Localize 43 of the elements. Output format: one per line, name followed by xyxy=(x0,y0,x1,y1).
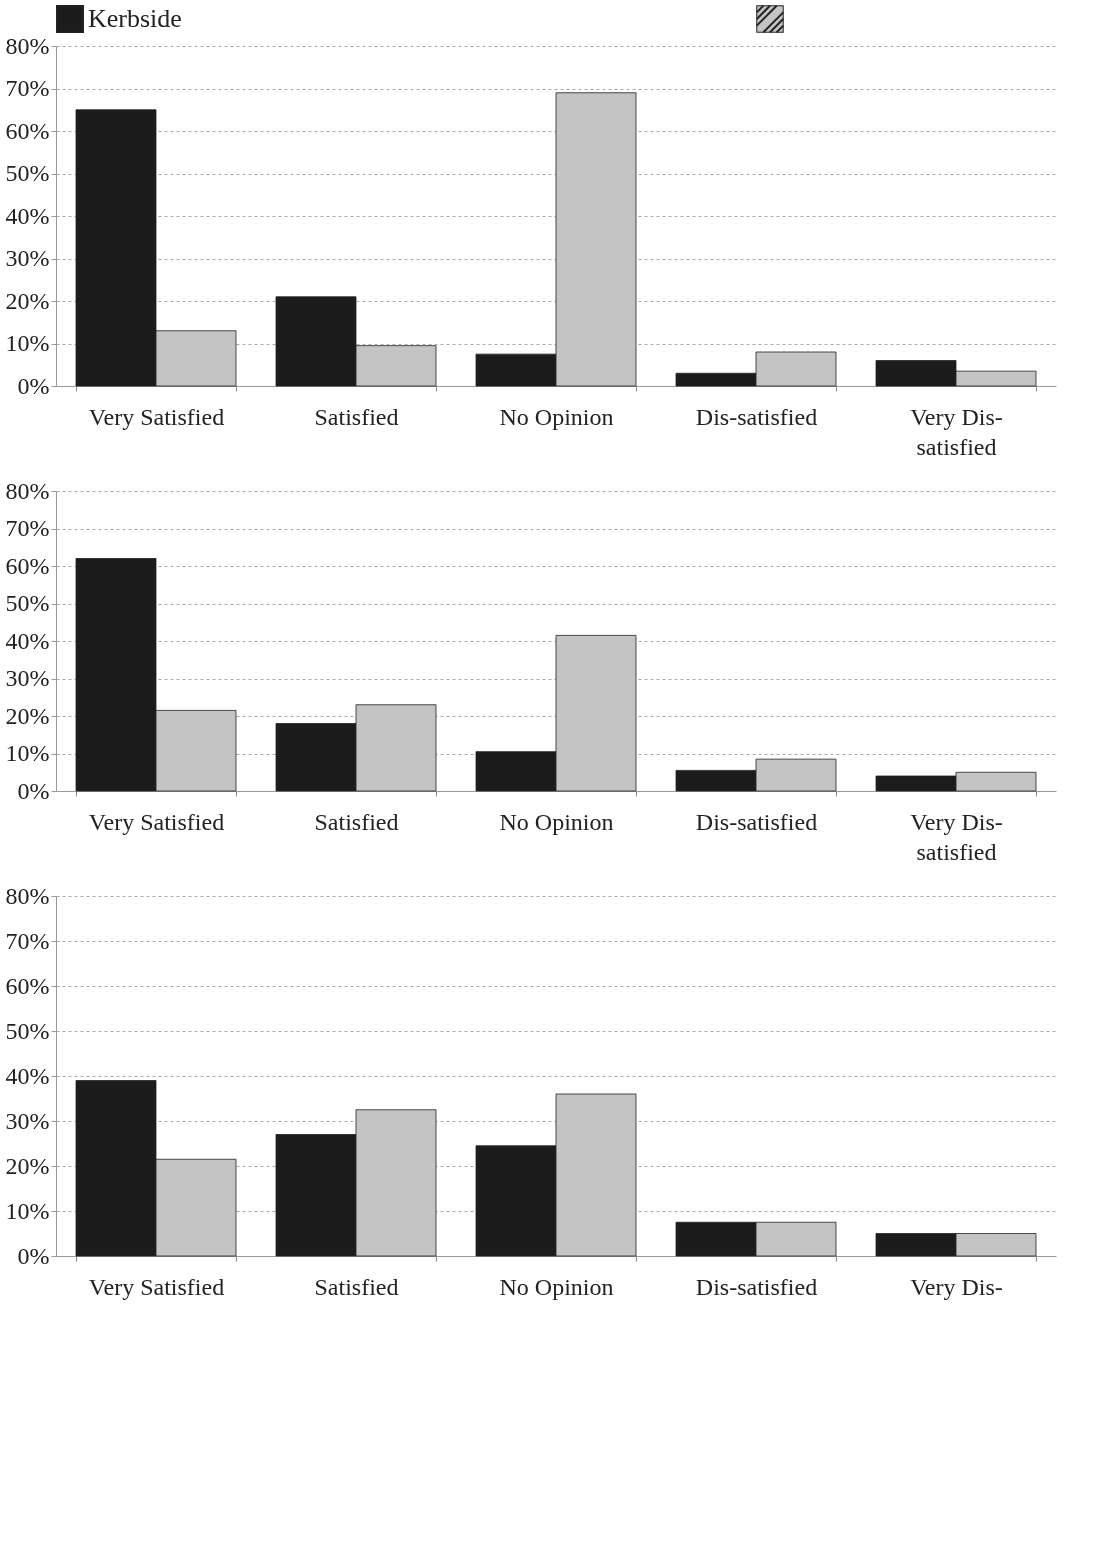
y-tick-label: 30% xyxy=(5,665,50,691)
x-tick-label: No Opinion xyxy=(499,403,614,430)
y-tick-label: 0% xyxy=(17,372,50,399)
y-tick-label: 10% xyxy=(5,740,50,766)
x-tick-label: Satisfied xyxy=(314,1273,399,1300)
y-tick-label: 20% xyxy=(5,1152,50,1179)
y-tick-label: 40% xyxy=(5,627,50,654)
x-tick-label: No Opinion xyxy=(499,808,614,835)
legend-label: Kerbside xyxy=(88,4,182,33)
y-tick-label: 20% xyxy=(5,702,50,729)
y-tick-label: 10% xyxy=(5,330,50,356)
y-tick-label: 60% xyxy=(5,552,50,579)
x-tick-label: Very Dis-satisfied xyxy=(910,808,1003,865)
y-tick-label: 70% xyxy=(5,515,50,541)
x-tick-label: Very Satisfied xyxy=(88,1273,225,1300)
x-tick-label: Dis-satisfied xyxy=(695,808,818,835)
y-tick-label: 80% xyxy=(5,32,50,59)
x-tick-label: Dis-satisfied xyxy=(695,403,818,430)
x-tick-label: Dis-satisfied xyxy=(695,1273,818,1300)
y-tick-label: 10% xyxy=(5,1197,50,1224)
y-tick-label: 60% xyxy=(5,117,50,144)
y-tick-label: 0% xyxy=(17,777,50,804)
y-tick-label: 50% xyxy=(5,590,50,616)
x-tick-label: Very Satisfied xyxy=(88,403,225,430)
y-tick-label: 40% xyxy=(5,1062,50,1089)
y-tick-label: 70% xyxy=(5,927,50,954)
y-tick-label: 30% xyxy=(5,1107,50,1134)
y-tick-label: 40% xyxy=(5,202,50,229)
y-tick-label: 50% xyxy=(5,1017,50,1044)
x-tick-label: Very Dis- xyxy=(910,1273,1003,1300)
y-tick-label: 80% xyxy=(5,477,50,504)
x-tick-label: Satisfied xyxy=(314,808,399,835)
y-tick-label: 30% xyxy=(5,245,50,271)
x-tick-label: Very Satisfied xyxy=(88,808,225,835)
y-tick-label: 50% xyxy=(5,160,50,186)
y-tick-label: 60% xyxy=(5,972,50,999)
x-tick-label: No Opinion xyxy=(499,1273,614,1300)
y-tick-label: 70% xyxy=(5,75,50,101)
y-tick-label: 20% xyxy=(5,287,50,314)
x-tick-label: Satisfied xyxy=(314,403,399,430)
y-tick-label: 80% xyxy=(5,882,50,909)
y-tick-label: 0% xyxy=(17,1242,50,1269)
x-tick-label: Very Dis-satisfied xyxy=(910,403,1003,460)
